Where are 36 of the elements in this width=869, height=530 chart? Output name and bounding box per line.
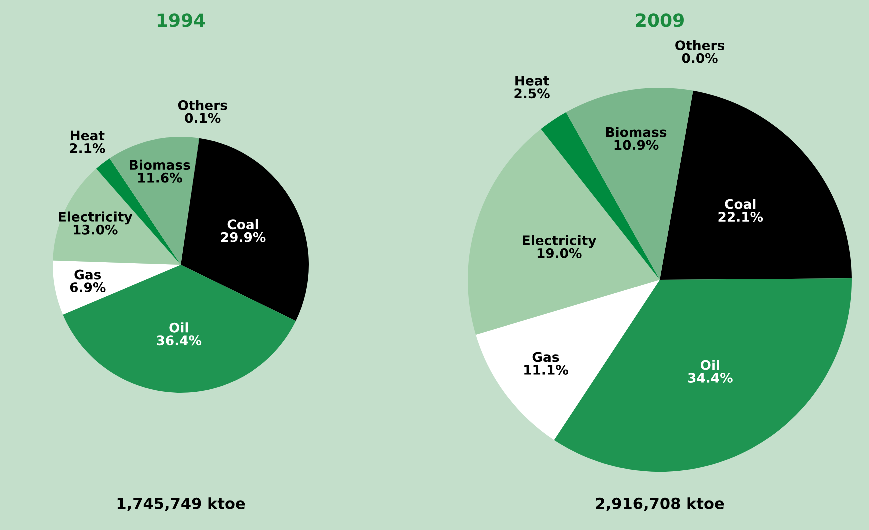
data-label: 34.4% — [688, 373, 733, 383]
slice-label: Gas — [74, 270, 102, 280]
text: 1,745,749 ktoe — [118, 498, 246, 512]
data-label: 2.5% — [514, 88, 550, 99]
slice-label: Biomass — [606, 127, 667, 138]
data-label: 11.6% — [138, 172, 182, 183]
slice-label: Heat — [516, 76, 550, 86]
text: 0.0% — [682, 53, 718, 64]
slice-label: Electricity — [523, 235, 597, 248]
data-label: 11.1% — [524, 364, 568, 375]
category-label: Others — [676, 40, 724, 51]
slice-label: Oil — [170, 322, 188, 333]
data-label: 13.0% — [74, 224, 118, 235]
slice-label: Oil — [700, 360, 720, 370]
slice-label: Electricity — [59, 212, 133, 225]
slice-label: Others — [178, 100, 228, 110]
slice-label: Coal — [725, 199, 756, 210]
data-label: 29.9% — [221, 232, 266, 242]
data-label: 0.1% — [185, 113, 221, 124]
slice-label: Gas — [532, 352, 560, 362]
slice-label: Heat — [71, 130, 105, 141]
chart-title: 1994 — [158, 14, 206, 28]
pie-slice — [53, 168, 181, 265]
pie-slice — [476, 280, 660, 440]
data-label: 36.4% — [157, 336, 202, 346]
pie-slice — [63, 265, 296, 393]
chart-title: 2009 — [636, 14, 684, 28]
slice-label: Coal — [228, 219, 258, 230]
data-label: 2.1% — [70, 143, 106, 154]
pie-slice — [53, 260, 181, 315]
text: 2,916,708 ktoe — [596, 498, 724, 512]
data-label: 6.9% — [70, 282, 106, 293]
data-label: 22.1% — [718, 212, 764, 222]
slice-label: Biomass — [130, 160, 190, 170]
data-label: 10.9% — [614, 140, 659, 150]
data-label: 19.0% — [538, 248, 582, 258]
